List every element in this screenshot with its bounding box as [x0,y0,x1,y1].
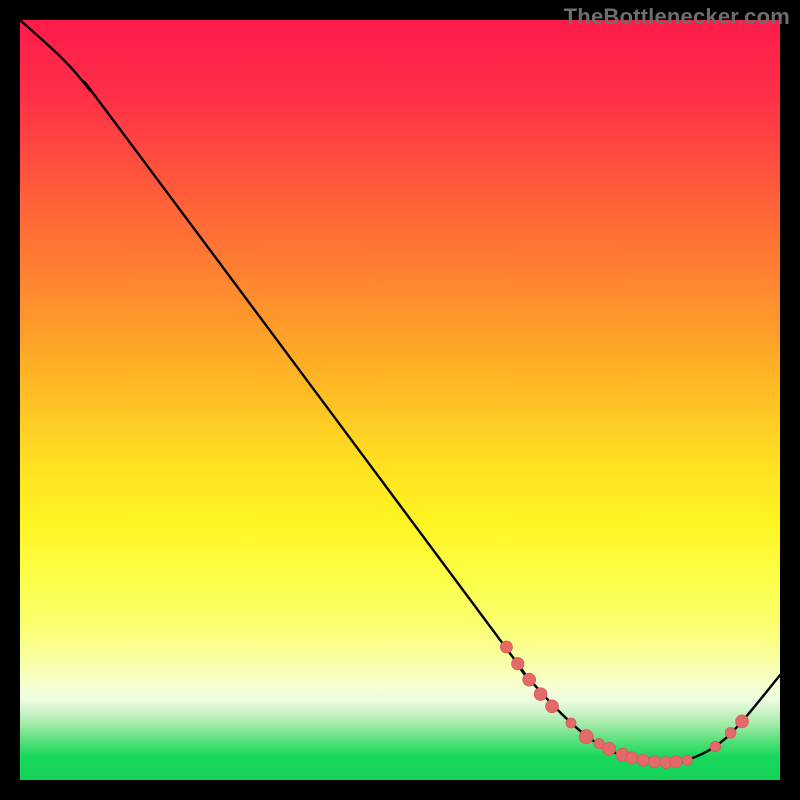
curve-marker [546,700,559,713]
curve-marker [736,715,749,728]
curve-marker [682,755,692,765]
curve-marker [566,718,576,728]
chart-stage: TheBottlenecker.com [0,0,800,800]
bottleneck-chart [0,0,800,800]
curve-marker [534,688,547,701]
curve-marker [626,752,638,764]
curve-marker [670,756,682,768]
watermark-text: TheBottlenecker.com [564,4,790,30]
curve-marker [637,754,649,766]
curve-marker [512,658,524,670]
curve-marker [725,727,736,738]
curve-marker [523,673,536,686]
curve-marker [500,641,512,653]
curve-marker [579,730,593,744]
plot-background [20,20,780,780]
curve-marker [649,756,661,768]
curve-marker [603,742,616,755]
curve-marker [710,741,720,751]
